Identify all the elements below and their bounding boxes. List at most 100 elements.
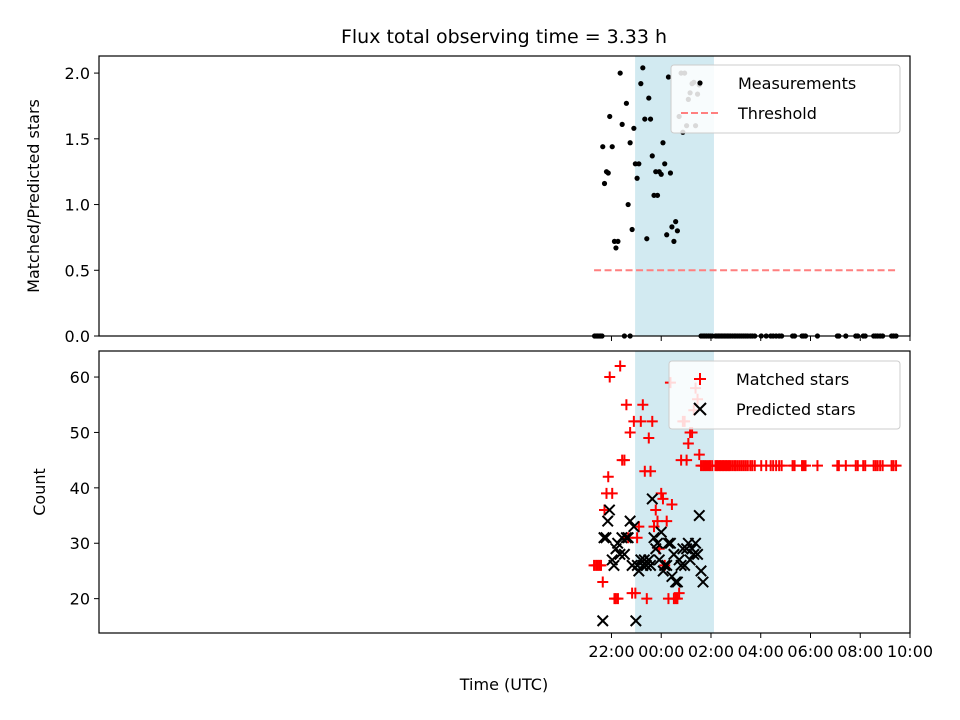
matched-star-point xyxy=(776,460,788,472)
measurement-point xyxy=(613,245,619,251)
measurement-point xyxy=(638,81,644,87)
matched-star-point xyxy=(800,460,812,472)
predicted-star-point xyxy=(660,559,673,572)
predicted-star-point xyxy=(687,548,700,561)
legend-marker-measurements xyxy=(697,80,703,86)
x-tick-label: 08:00 xyxy=(837,642,883,661)
matched-star-point xyxy=(645,465,657,477)
y-tick-label: 50 xyxy=(70,423,90,442)
matched-star-point xyxy=(646,415,658,427)
x-tick-label: 00:00 xyxy=(638,642,684,661)
predicted-star-point xyxy=(695,565,707,577)
measurement-point xyxy=(600,144,606,150)
measurement-point xyxy=(634,175,640,181)
matched-star-point xyxy=(693,449,705,461)
measurement-point xyxy=(601,180,608,187)
measurement-point xyxy=(673,219,679,225)
predicted-star-point xyxy=(618,548,631,561)
legend-marker-predicted-stars xyxy=(693,402,707,416)
matched-star-point xyxy=(618,454,630,466)
matched-star-point xyxy=(641,593,653,605)
top-legend: Measurements Threshold xyxy=(670,64,901,134)
measurement-point xyxy=(649,153,655,159)
measurement-point xyxy=(617,70,623,76)
measurement-point xyxy=(625,201,631,208)
matched-star-point xyxy=(666,498,678,510)
measurement-point xyxy=(654,192,661,198)
measurement-point xyxy=(646,95,652,101)
matched-star-point xyxy=(643,432,655,444)
matched-star-point xyxy=(673,587,685,599)
x-tick-label: 22:00 xyxy=(588,642,634,661)
legend-label-predicted-stars: Predicted stars xyxy=(736,400,856,419)
measurement-point xyxy=(627,140,633,146)
predicted-star-point xyxy=(624,515,637,527)
predicted-star-point xyxy=(697,576,709,588)
bottom-panel-ylabel: Count xyxy=(30,468,49,516)
predicted-star-point xyxy=(644,559,657,572)
predicted-star-point xyxy=(620,531,633,544)
matched-star-point xyxy=(648,521,660,533)
x-axis-label: Time (UTC) xyxy=(459,675,548,694)
top-panel-x-ticks xyxy=(610,336,911,341)
top-panel-y-ticks: 0.0 0.5 1.0 1.5 2.0 xyxy=(65,64,99,346)
predicted-star-point xyxy=(632,565,645,577)
measurement-point xyxy=(619,121,625,127)
measurement-point xyxy=(636,161,642,167)
matched-star-point xyxy=(612,593,624,605)
measurement-point xyxy=(609,144,615,150)
predicted-star-point xyxy=(684,553,696,566)
measurement-point xyxy=(605,170,611,176)
x-tick-label: 02:00 xyxy=(688,642,734,661)
predicted-star-point xyxy=(691,548,704,561)
matched-star-point xyxy=(631,532,643,544)
predicted-star-point xyxy=(693,509,706,522)
predicted-star-point xyxy=(655,526,668,539)
y-tick-label: 0.5 xyxy=(65,261,90,280)
predicted-star-point xyxy=(669,576,682,588)
predicted-star-point xyxy=(608,559,620,572)
predicted-star-point xyxy=(596,614,609,627)
measurement-point xyxy=(664,232,670,238)
matched-star-point xyxy=(840,460,852,472)
legend-label-matched-stars: Matched stars xyxy=(736,370,849,389)
y-tick-label: 1.5 xyxy=(65,130,90,149)
measurement-point xyxy=(631,125,637,131)
predicted-star-point xyxy=(664,537,677,550)
top-panel-ylabel: Matched/Predicted stars xyxy=(24,99,43,293)
chart-title: Flux total observing time = 3.33 h xyxy=(341,26,667,48)
measurement-point xyxy=(607,113,613,120)
measurement-point xyxy=(644,236,650,242)
y-tick-label: 20 xyxy=(70,590,90,609)
predicted-star-point xyxy=(648,531,660,544)
matched-star-point xyxy=(650,504,662,516)
predicted-star-point xyxy=(689,537,702,550)
matched-star-point xyxy=(671,593,683,605)
bottom-panel-y-ticks: 20 30 40 50 60 xyxy=(70,368,99,609)
measurement-point xyxy=(647,116,654,122)
predicted-star-point xyxy=(627,520,640,533)
predicted-star-point xyxy=(600,531,612,544)
measurement-point xyxy=(665,74,672,80)
predicted-star-point xyxy=(671,576,684,588)
matched-star-point xyxy=(597,576,609,588)
measurement-point xyxy=(660,140,666,146)
measurement-point xyxy=(640,65,646,71)
matched-star-point xyxy=(620,399,632,411)
x-tick-label: 04:00 xyxy=(738,642,784,661)
bottom-legend-box xyxy=(668,360,901,430)
measurement-point xyxy=(669,224,675,230)
matched-star-point xyxy=(657,493,669,505)
matched-star-point xyxy=(651,515,663,527)
y-tick-label: 60 xyxy=(70,368,90,387)
matched-star-point xyxy=(606,487,618,499)
legend-label-threshold: Threshold xyxy=(737,104,817,123)
predicted-star-point xyxy=(614,548,626,561)
matched-star-point xyxy=(624,426,636,438)
bottom-panel-series xyxy=(589,360,902,627)
top-panel-frame xyxy=(98,55,911,337)
measurement-point xyxy=(658,171,664,177)
matched-star-point xyxy=(595,559,607,571)
matched-star-point xyxy=(681,454,693,466)
matched-star-point xyxy=(682,438,694,450)
